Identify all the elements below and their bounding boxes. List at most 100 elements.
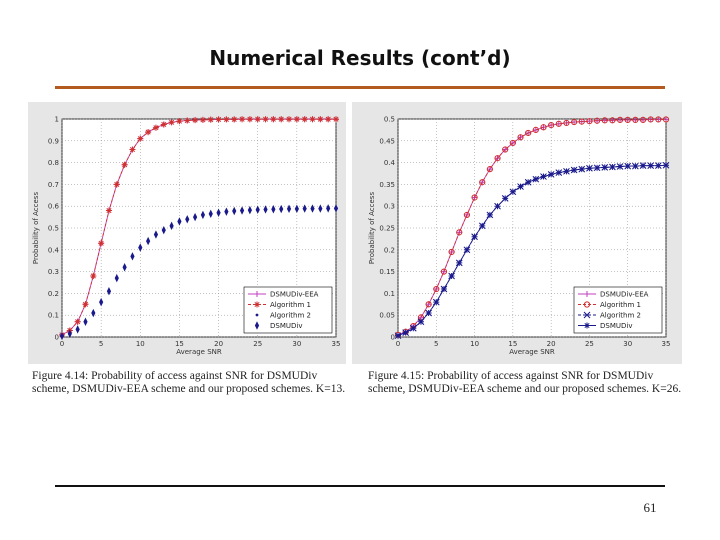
data-point <box>639 116 647 123</box>
data-point <box>168 119 175 126</box>
data-point <box>433 285 440 293</box>
legend: DSMUDiv-EEA Algorithm 1 Algorithm 2 DSMUDiv <box>243 286 333 334</box>
data-point <box>326 204 331 213</box>
y-tick-label: 0.45 <box>379 137 395 145</box>
data-point <box>129 146 136 153</box>
data-point <box>563 168 570 175</box>
data-point <box>192 212 198 222</box>
data-point <box>59 331 65 341</box>
data-point <box>262 116 269 123</box>
data-point <box>548 171 555 178</box>
data-point <box>232 206 237 216</box>
data-point <box>540 173 547 180</box>
data-point <box>161 225 166 235</box>
data-point <box>601 164 608 171</box>
legend-label: DSMUDiv-EEA <box>600 291 649 299</box>
data-point <box>410 325 417 332</box>
legend-marker <box>584 322 590 329</box>
y-tick-label: 0.4 <box>48 246 60 254</box>
data-point <box>247 205 252 215</box>
y-tick-label: 0.15 <box>379 268 395 276</box>
data-point <box>563 119 570 127</box>
data-point <box>486 211 493 218</box>
data-point <box>239 206 245 215</box>
data-point <box>532 176 539 183</box>
legend: DSMUDiv-EEA Algorithm 1 Algorithm 2 DSMUDiv <box>573 286 663 334</box>
data-point <box>647 162 654 169</box>
data-point <box>122 263 127 272</box>
x-tick-label: 0 <box>396 340 400 348</box>
data-point <box>402 329 409 336</box>
x-tick-label: 15 <box>508 340 517 348</box>
figure-caption-left: Figure 4.14: Probability of access again… <box>32 370 346 395</box>
data-point <box>525 129 532 137</box>
y-tick-label: 0.5 <box>384 116 395 124</box>
data-point <box>548 122 555 129</box>
data-point <box>145 129 152 136</box>
data-point <box>254 116 261 123</box>
data-point <box>502 195 509 202</box>
data-point <box>153 230 159 239</box>
data-point <box>82 301 89 308</box>
legend-label: DSMUDiv <box>270 322 302 330</box>
legend-label: DSMUDiv <box>600 322 632 330</box>
x-tick-label: 0 <box>60 340 64 348</box>
data-point <box>471 233 478 240</box>
data-point <box>616 116 624 123</box>
y-tick-label: 0.4 <box>384 159 396 167</box>
data-point <box>425 301 432 308</box>
data-point <box>286 204 292 214</box>
data-point <box>486 166 493 173</box>
y-axis-label: Probability of Access <box>32 192 40 265</box>
y-axis-label: Probability of Access <box>368 192 376 265</box>
data-point <box>169 221 174 231</box>
data-point <box>255 205 260 214</box>
data-point <box>425 301 432 308</box>
legend-marker <box>583 311 591 319</box>
data-point <box>83 317 88 326</box>
data-point <box>471 194 478 201</box>
data-point <box>325 116 332 123</box>
x-tick-label: 25 <box>585 340 594 348</box>
x-tick-label: 35 <box>332 340 341 348</box>
data-point <box>207 116 214 123</box>
series-line <box>397 118 666 336</box>
series-dsmudiv <box>395 162 669 339</box>
legend-label: DSMUDiv-EEA <box>270 291 319 299</box>
x-axis-label: Average SNR <box>176 348 222 356</box>
x-tick-label: 30 <box>292 340 301 348</box>
figure-caption-right: Figure 4.15: Probability of access again… <box>368 370 682 395</box>
x-tick-label: 10 <box>136 340 145 348</box>
data-point <box>302 204 307 213</box>
series-dsmudiv <box>59 204 339 341</box>
data-point <box>215 116 222 123</box>
data-point <box>502 146 509 153</box>
data-point <box>609 117 616 124</box>
data-point <box>632 116 639 123</box>
y-tick-label: 0.9 <box>48 137 59 145</box>
data-point <box>509 139 516 147</box>
data-point <box>98 240 105 247</box>
y-tick-label: 0.3 <box>48 268 59 276</box>
data-point <box>286 116 293 123</box>
data-point <box>333 116 339 123</box>
data-point <box>593 117 601 124</box>
data-point <box>309 116 316 123</box>
data-point <box>448 248 455 256</box>
y-tick-label: 0.3 <box>384 203 395 211</box>
data-point <box>208 209 213 219</box>
legend-label: Algorithm 2 <box>270 312 311 320</box>
x-tick-label: 20 <box>214 340 223 348</box>
data-point <box>114 273 119 283</box>
y-tick-label: 0.05 <box>379 312 395 320</box>
data-point <box>152 124 159 131</box>
x-tick-label: 25 <box>253 340 262 348</box>
data-point <box>594 164 601 171</box>
data-point <box>486 166 493 173</box>
data-point <box>99 297 104 307</box>
data-point <box>192 117 199 124</box>
data-point <box>601 117 608 124</box>
data-point <box>624 116 631 123</box>
y-tick-label: 0.5 <box>48 225 59 233</box>
data-point <box>137 135 144 142</box>
